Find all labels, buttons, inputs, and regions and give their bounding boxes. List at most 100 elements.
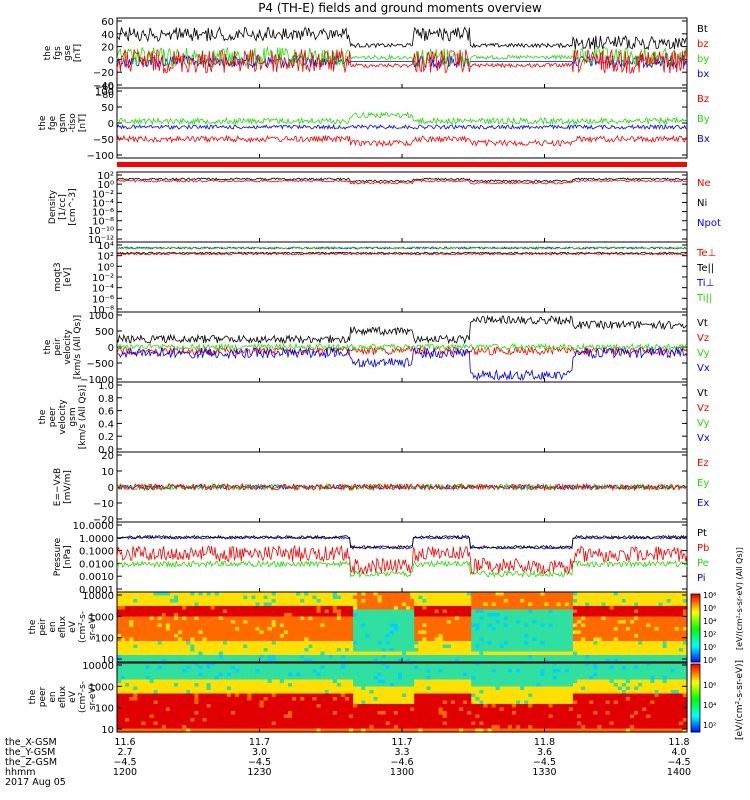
spectrogram-cell [129,651,134,656]
spectrogram-cell [357,616,362,621]
spectrogram-cell [438,655,444,660]
y-tick-label: −20 [93,515,114,526]
spectrogram-cell [324,630,330,635]
spectrogram-cell [186,627,191,632]
spectrogram-cell [564,630,570,635]
spectrogram-cell [214,616,220,621]
spectrogram-cell [117,658,122,663]
spectrogram-cell [222,616,228,621]
spectrogram-cell [288,693,293,698]
spectrogram-cell [345,714,350,719]
spectrogram-cell [133,676,138,681]
spectrogram-cell [316,711,322,716]
y-axis-label-line: [cm^-3] [68,188,78,225]
spectrogram-cell [410,693,415,698]
spectrogram-cell [654,651,660,656]
spectrogram-cell [385,599,391,604]
spectrogram-cell [630,592,635,597]
spectrogram-cell [222,728,228,733]
spectrogram-cell [479,595,485,600]
spectrogram-cell [288,700,293,705]
spectrogram-cell [332,644,338,649]
spectrogram-cell [353,616,358,621]
spectrogram-cell [328,676,334,681]
spectrogram-cell [406,606,411,611]
spectrogram-cell [483,690,489,695]
spectrogram-cell [332,606,338,611]
spectrogram-cell [613,655,619,660]
legend-entry: Ex [697,498,709,509]
spectrogram-cell [552,602,558,607]
spectrogram-cell [491,613,497,618]
spectrogram-cell [129,620,134,625]
spectrogram-cell [597,609,603,614]
spectrogram-cell [296,644,301,649]
spectrogram-cell [434,662,440,667]
spectrogram-cell [491,711,497,716]
spectrogram-cell [275,669,281,674]
spectrogram-cell [157,721,163,726]
spectrogram-cell [328,609,334,614]
spectrogram-cell [231,690,236,695]
spectrogram-cell [316,613,322,618]
spectrogram-cell [406,700,411,705]
spectrogram-cell [475,725,480,730]
spectrogram-cell [552,613,558,618]
spectrogram-cell [418,648,423,653]
spectrogram-cell [165,669,171,674]
spectrogram-cell [389,592,395,597]
spectrogram-cell [581,609,586,614]
spectrogram-cell [666,592,672,597]
spectrogram-cell [373,637,379,642]
spectrogram-cell [157,686,163,691]
spectrogram-cell [133,704,138,709]
spectrogram-cell [300,616,305,621]
spectrogram-cell [178,693,183,698]
spectrogram-cell [393,658,399,663]
spectrogram-cell [682,627,688,632]
spectrogram-cell [304,662,309,667]
spectrogram-cell [365,623,371,628]
spectrogram-cell [202,669,208,674]
spectrogram-cell [149,728,155,733]
spectrogram-cell [528,623,533,628]
spectrogram-cell [308,637,314,642]
spectrogram-cell [402,707,407,712]
spectrogram-cell [373,644,379,649]
spectrogram-cell [247,725,252,730]
spectrogram-cell [320,599,326,604]
spectrogram-cell [275,683,281,688]
spectrogram-cell [414,595,419,600]
spectrogram-cell [438,669,444,674]
spectrogram-cell [642,651,647,656]
spectrogram-cell [198,613,204,618]
spectrogram-cell [312,648,318,653]
spectrogram-cell [532,627,537,632]
spectrogram-cell [332,599,338,604]
spectrogram-cell [275,651,281,656]
spectrogram-cell [528,634,533,639]
spectrogram-cell [630,634,635,639]
spectrogram-cell [157,669,163,674]
spectrogram-cell [556,637,562,642]
spectrogram-cell [674,599,680,604]
y-axis-label: E=−VxB [mV/m] [53,468,73,506]
spectrogram-cell [316,648,322,653]
spectrogram-cell [235,697,240,702]
spectrogram-cell [438,644,444,649]
spectrogram-cell [581,637,586,642]
spectrogram-cell [121,704,126,709]
spectrogram-cell [231,662,236,667]
spectrogram-cell [625,651,631,656]
spectrogram-cell [133,686,138,691]
spectrogram-cell [434,592,440,597]
spectrogram-cell [446,623,452,628]
spectrogram-cell [414,669,419,674]
spectrogram-cell [202,665,208,670]
spectrogram-cell [239,676,244,681]
spectrogram-cell [459,686,464,691]
spectrogram-cell [573,651,578,656]
spectrogram-cell [410,686,415,691]
legend-entry: Ez [697,458,709,469]
spectrogram-cell [345,697,350,702]
